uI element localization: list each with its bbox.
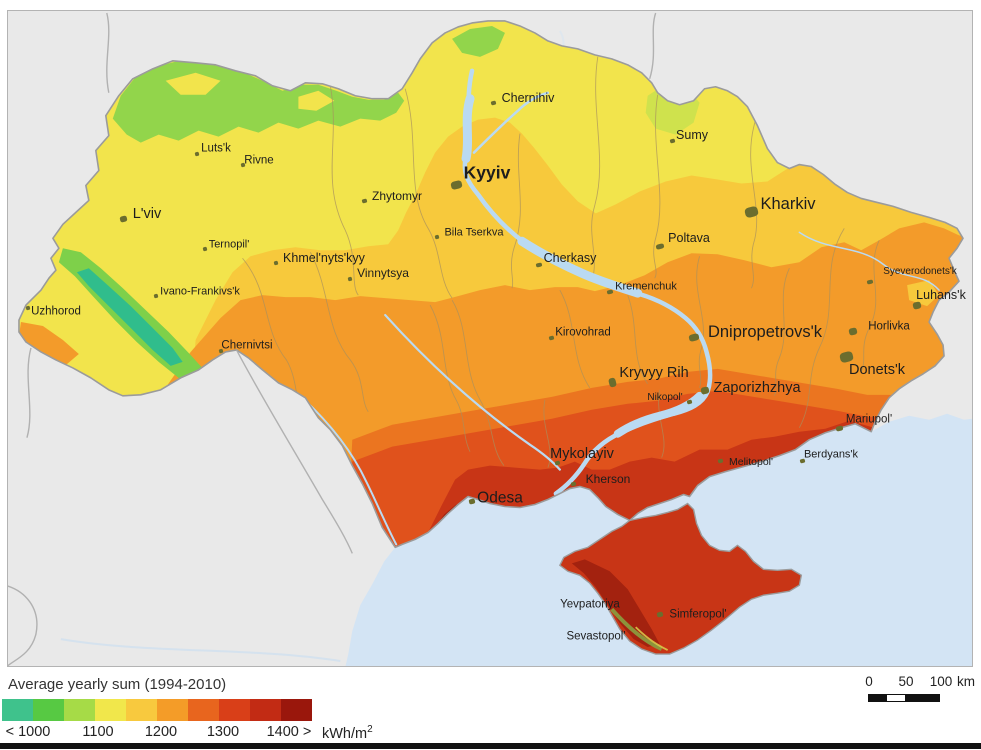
legend-color-cell xyxy=(188,699,219,721)
legend-tick-labels: < 1000 1100 1200 1300 1400 > xyxy=(0,724,430,742)
legend-color-cell xyxy=(95,699,126,721)
ukraine-map xyxy=(8,11,972,666)
legend-tick: < 1000 xyxy=(5,724,51,740)
legend-color-cell xyxy=(281,699,312,721)
neighbor-borders xyxy=(8,12,657,666)
crimea-dark-red xyxy=(571,559,660,648)
patch-green-north xyxy=(452,25,505,57)
legend-color-cell xyxy=(157,699,188,721)
romania-border xyxy=(8,585,38,666)
crimea-mountains-green xyxy=(610,607,663,651)
scale-tick-0: 0 xyxy=(865,674,873,689)
scale-bar-graphic xyxy=(868,694,940,702)
scale-tick-100: 100 xyxy=(929,674,953,689)
patch-yellow-hole xyxy=(298,90,335,111)
legend-unit: kWh/m2 xyxy=(322,724,373,742)
scale-unit: km xyxy=(957,674,975,689)
neighbor-river xyxy=(60,638,341,663)
patch-yellow-hole xyxy=(165,72,221,95)
patch-orange-uzhhorod xyxy=(18,322,79,366)
patch-gold-luhansk xyxy=(907,280,940,307)
desna-river xyxy=(472,91,550,154)
southern-buh-river xyxy=(384,313,561,471)
legend-colorbar xyxy=(2,699,312,721)
bottom-black-bar xyxy=(0,743,981,749)
legend-color-cell xyxy=(126,699,157,721)
crimea-mountains-ridge xyxy=(635,626,669,651)
legend-color-cell xyxy=(64,699,95,721)
legend-title: Average yearly sum (1994-2010) xyxy=(8,676,227,693)
moldova-romania-border xyxy=(235,349,353,554)
siverskyi-donets-river xyxy=(798,231,940,291)
legend-tick: 1300 xyxy=(206,724,240,740)
poland-belarus-border xyxy=(106,12,110,93)
scale-segment-black xyxy=(869,695,887,701)
legend-color-cell xyxy=(250,699,281,721)
hungary-romania-border xyxy=(26,347,32,438)
scale-segment-white xyxy=(887,695,905,701)
legend-color-cell xyxy=(219,699,250,721)
dniester-river xyxy=(301,396,398,546)
legend-tick: 1200 xyxy=(144,724,178,740)
legend-tick: 1100 xyxy=(82,724,114,740)
map-frame: Chernihiv Sumy Luts'k Rivne Kyyiv Zhytomyr L'v… xyxy=(7,10,973,667)
belarus-russia-border xyxy=(649,12,657,79)
scale-tick-50: 50 xyxy=(898,674,914,689)
patch-carpathian-teal xyxy=(76,268,183,366)
legend-color-cell xyxy=(33,699,64,721)
oblast-borders xyxy=(242,56,880,468)
kremenchuk-reservoir xyxy=(517,236,643,298)
scale-segment-black xyxy=(905,695,939,701)
kyiv-reservoir xyxy=(461,94,475,164)
crimea-detail xyxy=(571,559,669,651)
scale-bar: 0 50 100 km xyxy=(845,674,975,706)
scale-bar-labels: 0 50 100 km xyxy=(845,674,975,690)
legend-color-cell xyxy=(2,699,33,721)
legend-tick: 1400 > xyxy=(266,724,312,740)
